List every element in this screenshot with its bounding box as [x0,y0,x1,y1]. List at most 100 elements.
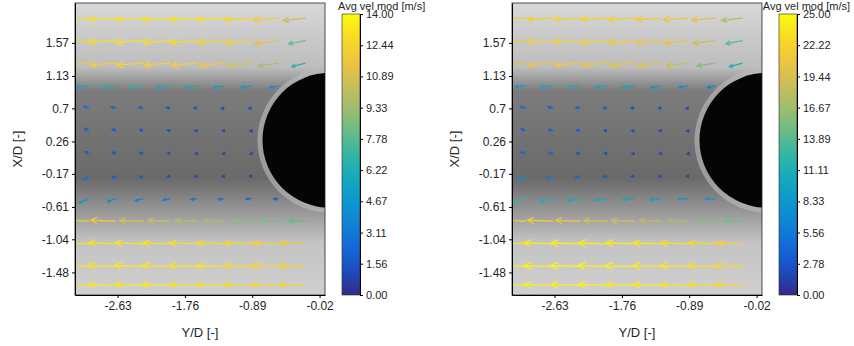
colorbar-axis-tick: 3.11 [360,227,387,239]
velocity-vector [716,281,743,288]
velocity-vector [221,107,224,110]
y-axis-tick-label: 1.57 [46,36,70,50]
velocity-vector [603,107,607,110]
velocity-vector [279,282,305,288]
x-axis-title: Y/D [-] [619,325,656,340]
x-axis-tick: -0.02 [743,295,771,313]
velocity-vector [120,218,144,224]
velocity-vector [631,107,634,110]
y-axis-tick-label: 0.7 [52,102,69,116]
colorbar-axis-tick-label: 9.33 [366,102,387,114]
colorbar-axis-tick: 16.67 [797,102,831,114]
velocity-vector [140,175,143,177]
velocity-vector [515,85,526,88]
velocity-vector [143,39,171,46]
x-axis-tick: -2.63 [104,295,132,313]
x-axis-line [513,295,763,296]
velocity-vector [577,129,581,131]
velocity-vector [696,218,715,223]
velocity-vector [194,107,197,110]
x-axis-tick-label: -0.89 [676,299,704,313]
velocity-vector [255,40,279,46]
velocity-vector [142,16,170,23]
velocity-vector [260,219,278,223]
velocity-vector [241,86,251,89]
background-image [512,3,762,295]
x-axis-tick-label: -0.89 [239,299,267,313]
x-axis-line [76,295,326,296]
velocity-vector [688,263,716,270]
velocity-vector [548,106,553,108]
y-axis-tick-mark [509,239,512,240]
velocity-vector [595,198,607,201]
x-axis-tick-label: -0.02 [306,299,334,313]
colorbar-axis-tick: 5.56 [797,227,824,239]
y-axis-tick: -0.61 [42,200,75,214]
plot-frame [75,3,325,295]
velocity-vector [279,263,306,269]
y-axis-tick-mark [72,76,75,77]
velocity-vector [666,62,688,67]
velocity-vector [139,107,143,109]
x-axis-tick-label: -2.63 [104,299,132,313]
colorbar-title: Avg vel mod [m/s] [763,0,850,12]
colorbar-axis-tick-mark [360,45,363,46]
x-axis-tick-label: -1.76 [609,299,637,313]
colorbar-axis-tick-mark [360,295,363,296]
colorbar-axis-tick: 6.22 [360,164,387,176]
velocity-vector [512,16,526,22]
y-axis-tick: 0.7 [489,102,512,116]
velocity-vector [142,262,170,269]
y-axis-tick-mark [72,108,75,109]
velocity-vector [167,175,170,178]
velocity-vector [77,85,89,88]
colorbar-axis-tick: 9.33 [360,102,387,114]
velocity-vector [623,198,634,201]
velocity-vector [568,85,581,88]
velocity-vector [636,39,661,45]
y-axis-tick-mark [72,239,75,240]
y-axis-tick-label: -0.61 [479,200,507,214]
vectors [75,16,306,289]
colorbar-axis-tick-label: 12.44 [366,39,394,51]
colorbar-axis-tick-mark [797,233,800,234]
velocity-vector [111,106,116,108]
velocity-vector [228,62,252,68]
colorbar-axis-tick-mark [797,170,800,171]
x-axis-tick-label: -0.02 [743,299,771,313]
velocity-vector [167,130,170,132]
y-axis-tick: -0.17 [479,167,512,181]
velocity-vector [258,63,278,68]
y-axis-tick-label: -1.48 [479,266,507,280]
velocity-vector [249,107,252,110]
velocity-vector [112,129,116,131]
y-axis-tick-mark [72,174,75,175]
colorbar-axis-tick-mark [360,170,363,171]
velocity-vector [664,39,689,45]
colorbar-axis-tick-mark [797,76,800,77]
y-axis-tick: -1.48 [42,266,75,280]
velocity-vector [88,281,116,288]
colorbar-axis-tick-mark [797,14,800,15]
velocity-vector [716,240,742,246]
velocity-vector [115,16,143,23]
colorbar-axis-tick-mark [360,201,363,202]
velocity-vector [524,281,553,288]
y-axis-tick-label: -0.17 [42,167,70,181]
velocity-vector [595,85,607,88]
velocity-vector [115,39,143,46]
y-axis-tick-mark [509,43,512,44]
velocity-vector [113,152,116,154]
y-axis-tick-label: -1.48 [42,266,70,280]
colorbar-axis-tick: 0.00 [360,289,387,301]
velocity-vector [556,218,581,224]
velocity-vector [687,152,690,155]
colorbar-axis-tick-label: 0.00 [366,289,387,301]
x-axis-tick: -2.63 [541,295,569,313]
x-axis: -2.63 -1.76 -0.89 -0.02 [513,295,772,313]
velocity-vector [581,39,607,45]
velocity-vector [551,281,580,288]
velocity-vector [551,240,580,247]
velocity-vector [88,262,116,269]
y-axis: -1.48-1.04-0.61-0.170.260.71.131.57 [479,4,513,296]
